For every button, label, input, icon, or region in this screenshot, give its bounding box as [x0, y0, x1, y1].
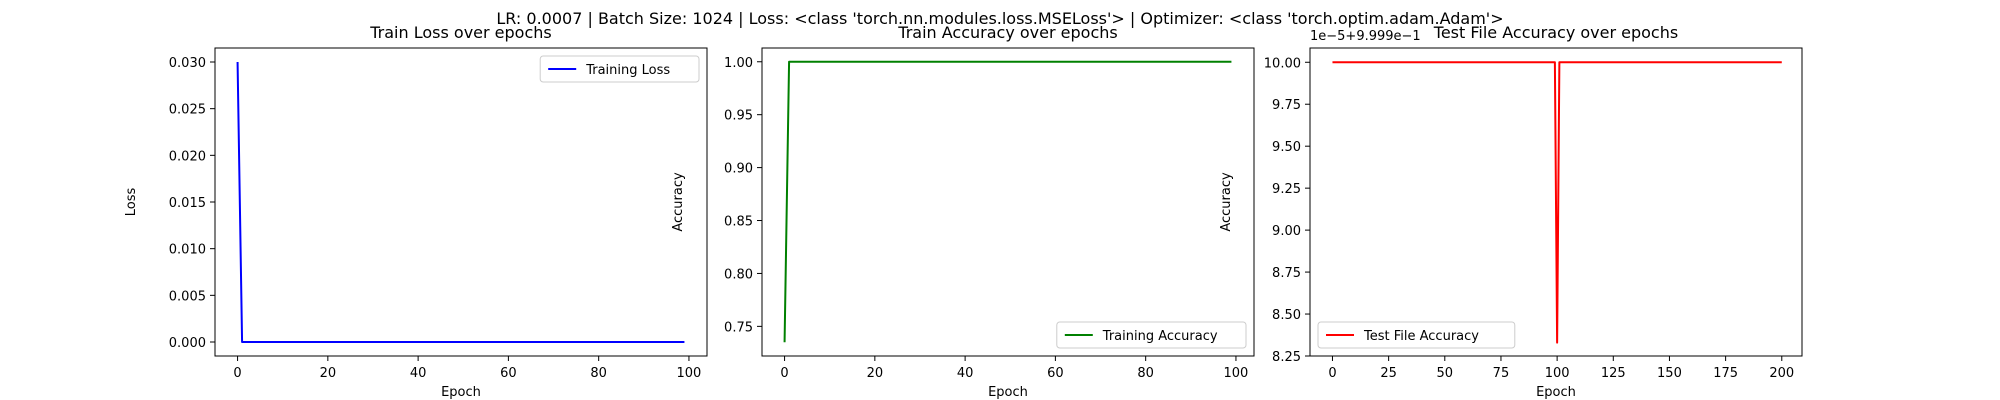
y-tick-label: 0.025 — [169, 103, 206, 118]
y-tick-label: 0.010 — [169, 243, 206, 258]
y-tick-label: 0.000 — [169, 336, 206, 351]
chart-title: Train Accuracy over epochs — [897, 23, 1117, 42]
y-tick-label: 0.015 — [169, 196, 206, 211]
x-tick-label: 50 — [1437, 366, 1454, 381]
axes-frame — [761, 47, 1255, 357]
chart-title: Test File Accuracy over epochs — [1433, 23, 1678, 42]
y-tick-label: 9.00 — [1272, 224, 1301, 239]
y-tick-label: 9.25 — [1272, 182, 1301, 197]
legend: Test File Accuracy — [1317, 321, 1516, 349]
x-tick-label: 0 — [780, 366, 788, 381]
x-tick-label: 0 — [1328, 366, 1336, 381]
y-axis-label: Accuracy — [671, 172, 686, 232]
x-tick-label: 20 — [320, 366, 337, 381]
legend-box — [539, 55, 700, 83]
axes-frame — [1309, 47, 1803, 357]
y-tick-label: 0.020 — [169, 149, 206, 164]
chart-panel-3: 0 25 50 75 100 125 150 175 200 8.25 8.50 8.75 9.00 9.… — [1219, 23, 1803, 400]
series-line-1 — [783, 60, 1232, 343]
y-tick-label: 9.50 — [1272, 140, 1301, 155]
x-tick-label: 0 — [233, 366, 241, 381]
y-tick-label: 0.85 — [724, 215, 753, 230]
x-tick-label: 40 — [957, 366, 974, 381]
series-line-1 — [236, 61, 685, 343]
x-tick-label: 60 — [1047, 366, 1064, 381]
x-axis-label: Epoch — [988, 385, 1028, 400]
legend: Training Accuracy — [1056, 321, 1247, 349]
x-tick-label: 100 — [677, 366, 702, 381]
series-line-1 — [1332, 61, 1782, 344]
legend: Training Loss — [539, 55, 700, 83]
y-tick-label: 0.80 — [724, 267, 753, 282]
y-tick-label: 8.50 — [1272, 308, 1301, 323]
legend-label: Test File Accuracy — [1363, 329, 1479, 344]
x-axis-label: Epoch — [1536, 385, 1576, 400]
y-offset-text: 1e−5+9.999e−1 — [1310, 29, 1421, 44]
y-tick-label: 8.75 — [1272, 266, 1301, 281]
y-tick-label: 0.90 — [724, 162, 753, 177]
x-tick-label: 100 — [1224, 366, 1249, 381]
y-tick-label: 1.00 — [724, 56, 753, 71]
y-tick-label: 0.95 — [724, 109, 753, 124]
legend-label: Training Accuracy — [1102, 329, 1218, 344]
x-tick-label: 80 — [590, 366, 607, 381]
x-tick-label: 175 — [1713, 366, 1738, 381]
x-tick-label: 75 — [1493, 366, 1510, 381]
figure-suptitle: LR: 0.0007 | Batch Size: 1024 | Loss: <c… — [496, 9, 1503, 28]
x-tick-label: 150 — [1657, 366, 1682, 381]
x-tick-label: 125 — [1601, 366, 1626, 381]
y-tick-label: 9.75 — [1272, 98, 1301, 113]
y-tick-label: 0.75 — [724, 320, 753, 335]
x-tick-label: 80 — [1137, 366, 1154, 381]
x-tick-label: 100 — [1545, 366, 1570, 381]
y-tick-label: 8.25 — [1272, 350, 1301, 365]
legend-label: Training Loss — [585, 63, 670, 78]
x-tick-label: 40 — [410, 366, 427, 381]
chart-panel-1: 0 20 40 60 80 100 0.000 0.005 0.010 0.015 0.020 0.0… — [124, 23, 708, 400]
y-axis-label: Loss — [124, 188, 139, 217]
x-tick-label: 25 — [1380, 366, 1397, 381]
x-tick-label: 200 — [1769, 366, 1794, 381]
y-tick-label: 10.00 — [1264, 56, 1301, 71]
legend-box — [1056, 321, 1247, 349]
chart-title: Train Loss over epochs — [369, 23, 551, 42]
y-tick-label: 0.005 — [169, 289, 206, 304]
chart-panel-2: 0 20 40 60 80 100 0.75 0.80 0.85 0.90 0.95 1.00 Trai… — [671, 23, 1255, 400]
axes-frame — [214, 47, 708, 357]
y-tick-label: 0.030 — [169, 56, 206, 71]
x-tick-label: 20 — [867, 366, 884, 381]
legend-box — [1317, 321, 1516, 349]
x-tick-label: 60 — [500, 366, 517, 381]
y-axis-label: Accuracy — [1219, 172, 1234, 232]
x-axis-label: Epoch — [441, 385, 481, 400]
